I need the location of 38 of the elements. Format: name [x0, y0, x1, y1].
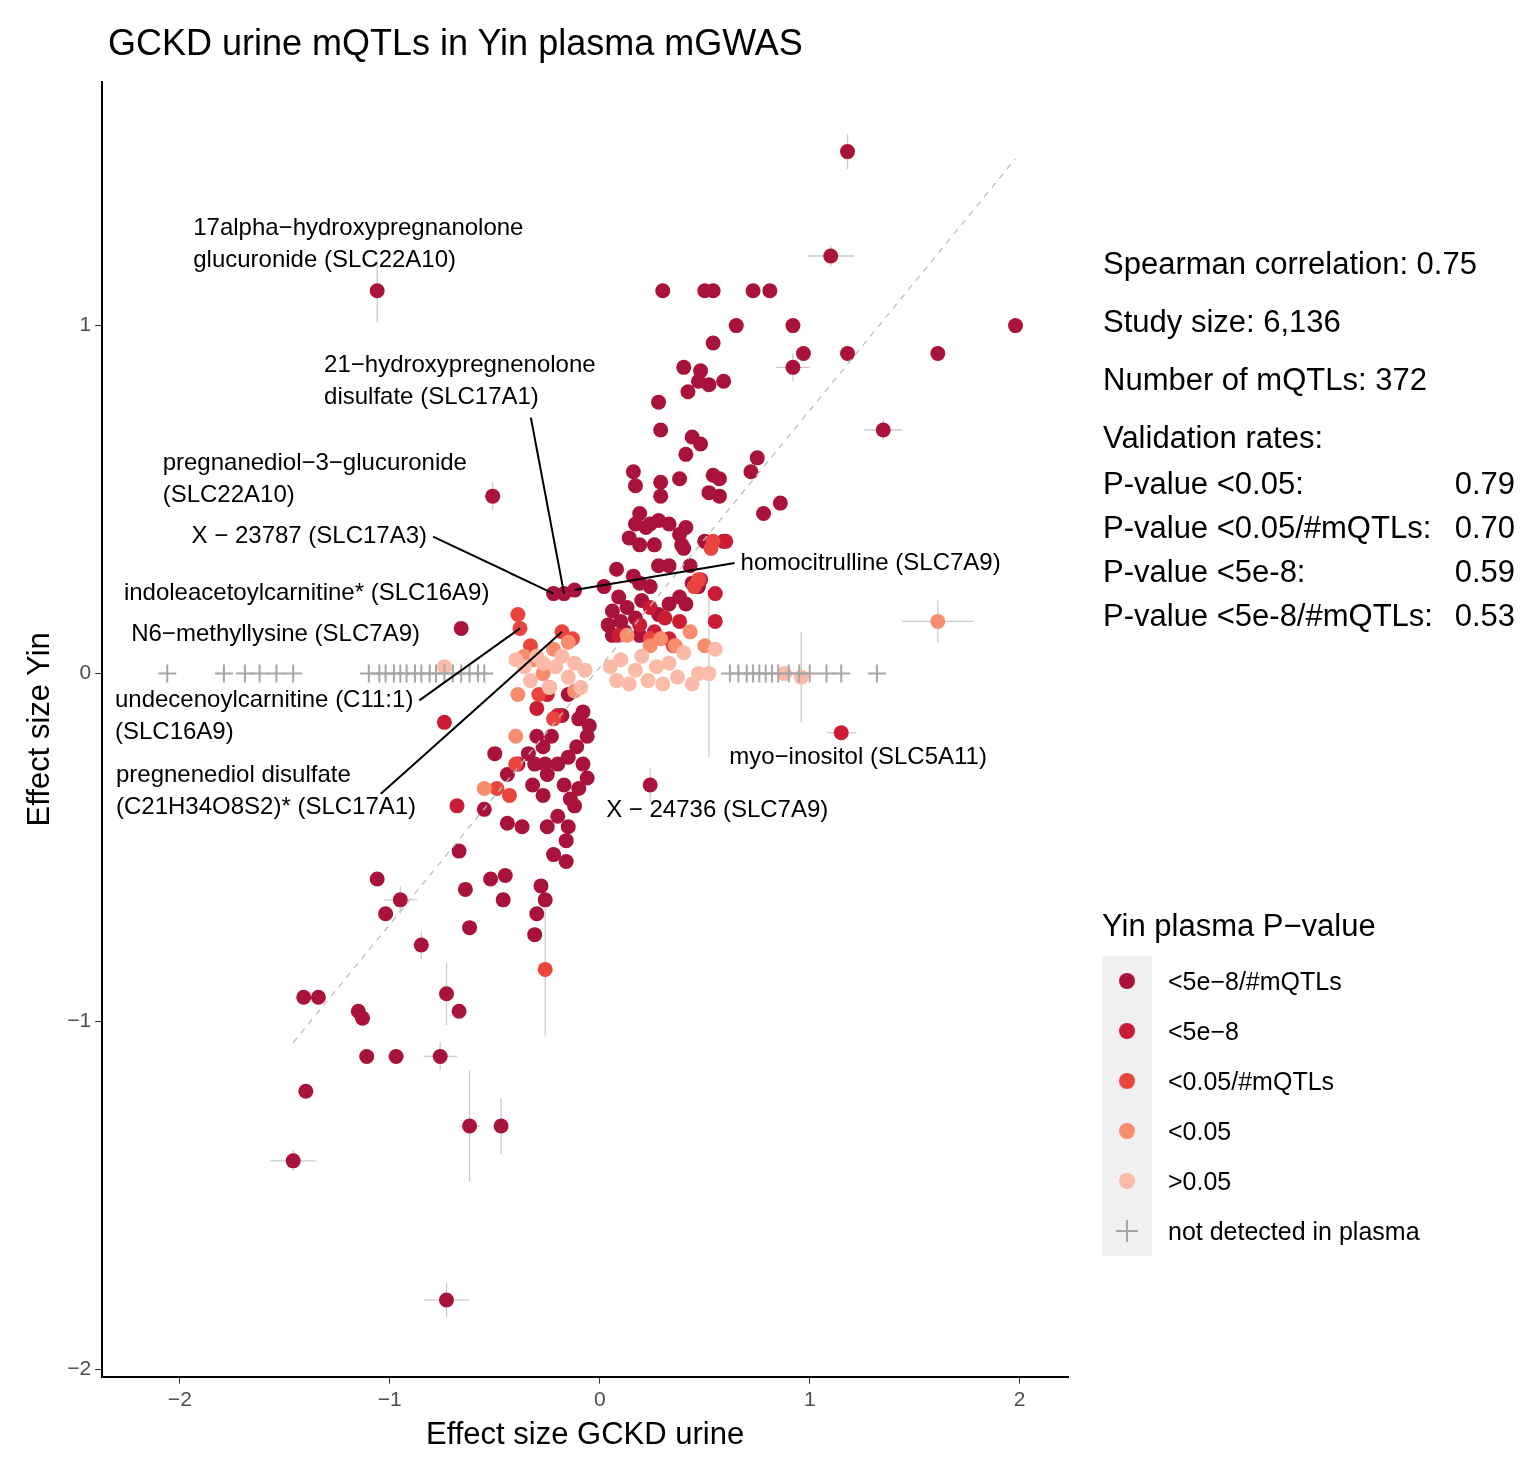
- y-tick-label: −2: [67, 1356, 92, 1380]
- x-tick-label: 1: [803, 1387, 816, 1410]
- legend-label: not detected in plasma: [1168, 1216, 1420, 1246]
- annotation: pregnenediol disulfate (C21H34O8S2)* (SLC17A1): [115, 760, 417, 820]
- x-axis-title: Effect size GCKD urine: [425, 1415, 745, 1451]
- legend-label: <0.05/#mQTLs: [1168, 1066, 1335, 1096]
- y-tick-label: −1: [67, 1008, 92, 1032]
- x-tick-label: 2: [1013, 1387, 1026, 1410]
- annotation: myo−inositol (SLC5A11): [729, 742, 987, 770]
- x-tick-label: −1: [377, 1387, 402, 1410]
- text: Number of mQTLs: 372: [1103, 362, 1428, 399]
- y-tick-label: 0: [79, 660, 92, 684]
- text: P-value <0.05: 0.79: [1103, 466, 1515, 501]
- legend-label: <5e−8/#mQTLs: [1168, 966, 1342, 996]
- text: P-value <5e-8: 0.59: [1103, 554, 1515, 589]
- annotation: homocitrulline (SLC7A9): [740, 547, 1001, 575]
- legend-label: >0.05: [1168, 1166, 1232, 1196]
- text: Study size: 6,136: [1103, 304, 1342, 341]
- text: Spearman correlation: 0.75: [1103, 246, 1478, 283]
- legend-title: Yin plasma P−value: [1102, 908, 1377, 944]
- text: P-value <5e-8/#mQTLs: 0.53: [1103, 598, 1515, 635]
- legend-label: <0.05: [1168, 1116, 1232, 1146]
- legend-label: <5e−8: [1168, 1016, 1239, 1046]
- x-tick-label: 0: [593, 1387, 606, 1410]
- annotation: 21−hydroxypregnenolone disulfate (SLC17A1): [324, 350, 596, 410]
- text: P-value <0.05/#mQTLs: 0.70: [1103, 510, 1515, 547]
- y-axis-title: Effect size Yin: [21, 632, 57, 827]
- annotation: N6−methyllysine (SLC7A9): [131, 619, 420, 646]
- text: Validation rates:: [1103, 420, 1324, 457]
- annotation: indoleacetoylcarnitine* (SLC16A9): [123, 578, 490, 606]
- y-tick-label: 1: [79, 312, 92, 336]
- annotation: undecenoylcarnitine (C11:1) (SLC16A9): [114, 685, 414, 744]
- x-tick-label: −2: [167, 1387, 192, 1410]
- chart-title: GCKD urine mQTLs in Yin plasma mGWAS: [108, 22, 803, 64]
- annotation: 17alpha−hydroxypregnanolone glucuronide (SLC22A10): [193, 213, 524, 273]
- annotation: X − 23787 (SLC17A3): [191, 521, 428, 549]
- annotation: pregnanediol−3−glucuronide (SLC22A10): [162, 447, 467, 507]
- annotation: X − 24736 (SLC7A9): [606, 794, 829, 822]
